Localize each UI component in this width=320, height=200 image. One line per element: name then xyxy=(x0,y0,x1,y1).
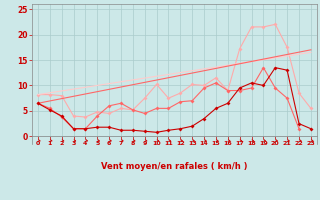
X-axis label: Vent moyen/en rafales ( km/h ): Vent moyen/en rafales ( km/h ) xyxy=(101,162,248,171)
